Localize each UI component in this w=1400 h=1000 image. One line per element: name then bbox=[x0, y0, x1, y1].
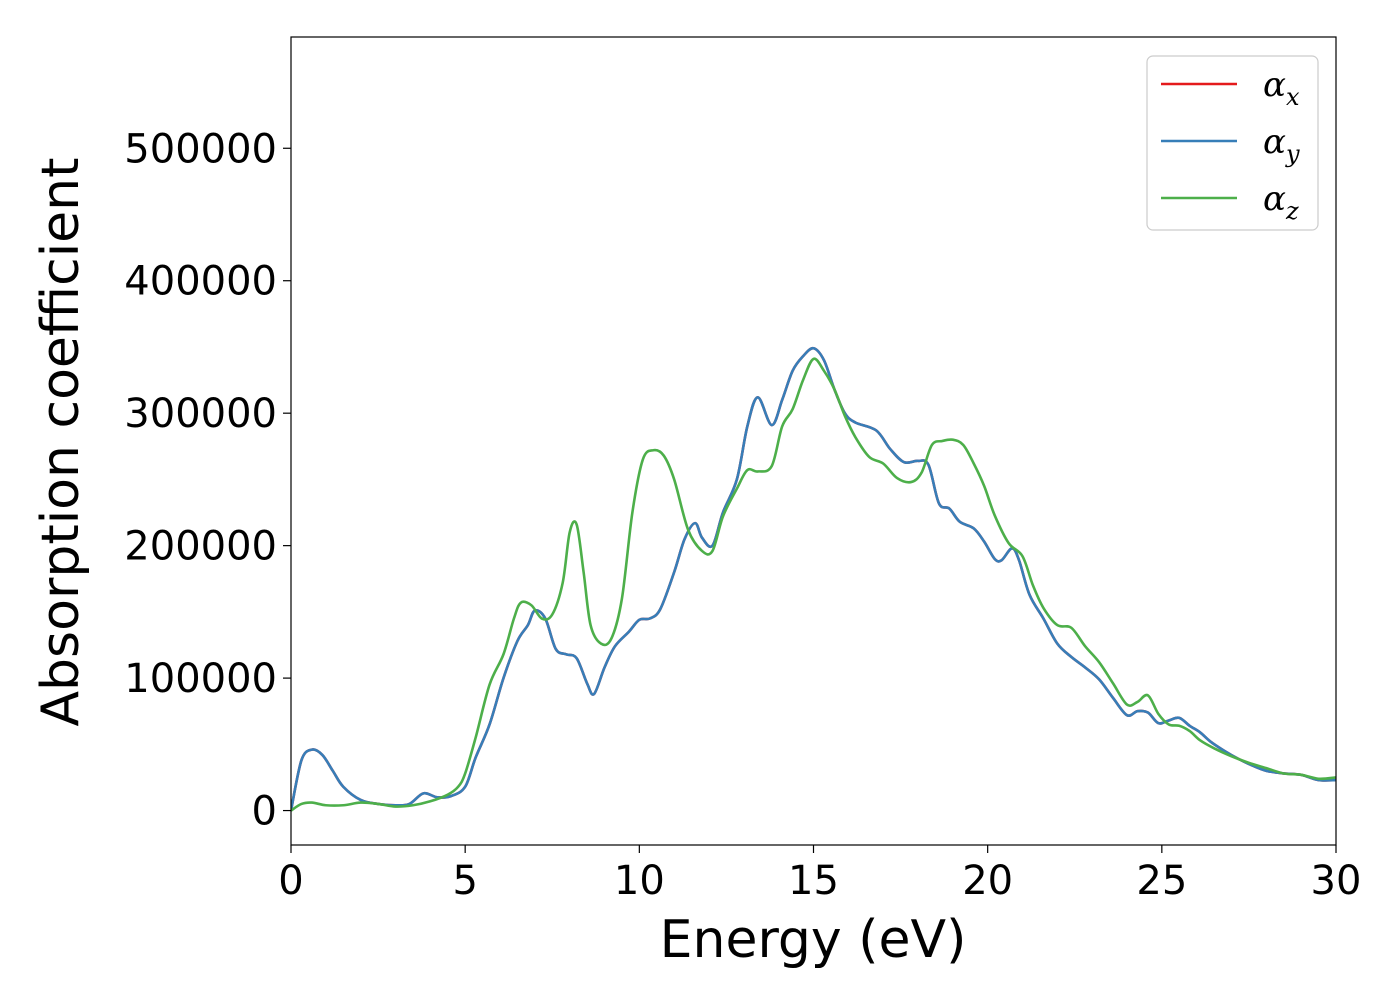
y-tick-label: 100000 bbox=[124, 656, 277, 702]
x-tick-label: 20 bbox=[962, 858, 1013, 904]
y-tick-label: 500000 bbox=[124, 126, 277, 172]
x-tick-label: 15 bbox=[788, 858, 839, 904]
y-tick-label: 300000 bbox=[124, 391, 277, 437]
y-tick-label: 0 bbox=[252, 789, 277, 835]
series-line-y bbox=[291, 346, 1336, 811]
x-tick-label: 30 bbox=[1311, 858, 1362, 904]
y-tick-label: 200000 bbox=[124, 524, 277, 570]
x-axis-label: Energy (eV) bbox=[660, 910, 967, 970]
legend-label-y: αy bbox=[1263, 122, 1300, 168]
x-tick-label: 10 bbox=[614, 858, 665, 904]
y-axis-label: Absorption coefficient bbox=[31, 157, 91, 726]
legend-label-z: αz bbox=[1263, 179, 1299, 225]
legend-label-x: αx bbox=[1263, 65, 1300, 111]
legend: αx αy αz bbox=[1146, 55, 1319, 231]
legend-box bbox=[1146, 55, 1319, 231]
y-tick-label: 400000 bbox=[124, 259, 277, 305]
x-tick-label: 5 bbox=[452, 858, 477, 904]
series-line-z bbox=[291, 357, 1336, 812]
ticks-layer: 0 5 10 15 20 25 30 0 100000 200000 300000 400000 500… bbox=[124, 126, 1361, 904]
x-tick-label: 0 bbox=[278, 858, 303, 904]
x-tick-label: 25 bbox=[1136, 858, 1187, 904]
series-layer bbox=[291, 346, 1336, 812]
series-line-x bbox=[291, 346, 1336, 811]
